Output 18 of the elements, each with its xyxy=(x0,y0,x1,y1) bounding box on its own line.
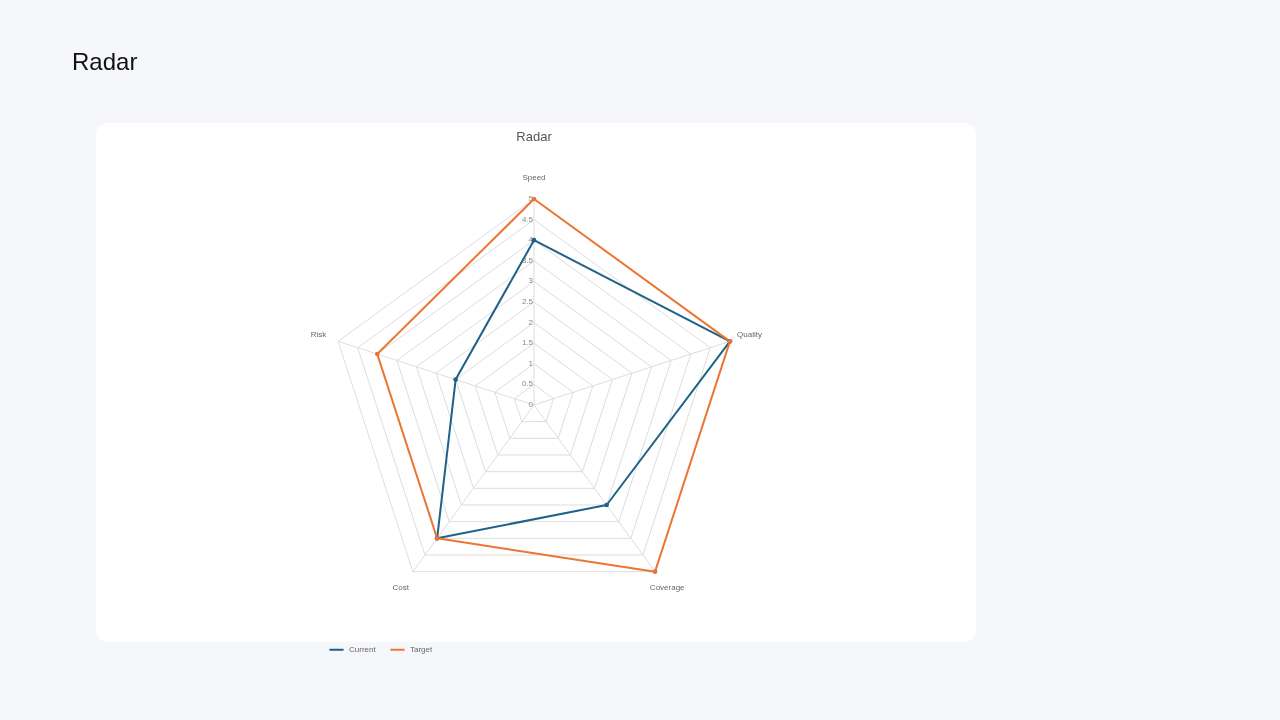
y-tick-label: 2.5 xyxy=(521,297,534,306)
legend-label: Current xyxy=(349,644,377,654)
y-tick-label: 0.5 xyxy=(521,379,534,389)
y-tick-label: 0 xyxy=(528,400,534,409)
y-tick-label: 1 xyxy=(528,358,534,368)
y-tick-label: 1.5 xyxy=(521,338,534,348)
chart-title: Radar xyxy=(516,129,553,145)
spoke-label: Cost xyxy=(392,583,410,593)
spoke-label: Coverage xyxy=(649,583,686,593)
spoke-label: Quality xyxy=(737,329,762,339)
y-tick-label: 4.5 xyxy=(521,214,534,224)
spoke-label: Risk xyxy=(310,329,328,339)
chart-title: Radar xyxy=(72,48,138,75)
spoke-label: Speed xyxy=(522,173,546,183)
legend-label: Target xyxy=(410,644,434,654)
y-tick-label: 3 xyxy=(528,276,534,286)
y-tick-label: 4 xyxy=(528,235,534,245)
y-tick-label: 2 xyxy=(528,317,534,327)
